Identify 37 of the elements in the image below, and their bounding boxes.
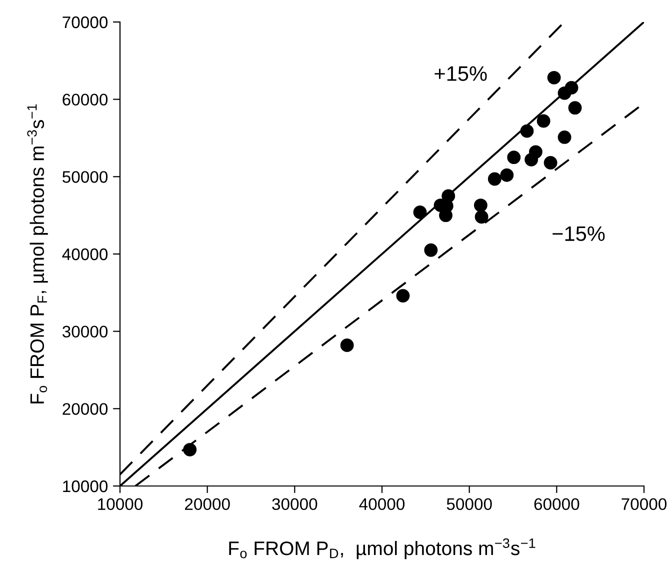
x-tick-label: 40000 — [359, 498, 405, 510]
point — [413, 206, 427, 219]
point — [564, 81, 578, 94]
x-tick-label: 60000 — [534, 498, 580, 510]
y-tick-label: 20000 — [62, 403, 108, 415]
point — [529, 145, 542, 159]
x-tick-label: 10000 — [98, 498, 143, 510]
y-tick-label: 10000 — [63, 480, 108, 492]
point — [507, 150, 521, 164]
point — [547, 70, 561, 84]
point — [500, 168, 514, 182]
point — [474, 198, 488, 212]
point — [520, 124, 534, 138]
y-tick-label: 30000 — [62, 326, 108, 338]
point — [544, 156, 558, 170]
point — [183, 442, 197, 456]
x-tick-label: 20000 — [185, 498, 230, 510]
y-axis-title: F$_{o}$ FROM P$_{F}$, µmol photons m$^{−3}$s$^{−1}$ — [27, 104, 48, 404]
point — [424, 243, 438, 257]
y-tick-label: 40000 — [62, 248, 108, 260]
point — [396, 289, 410, 302]
annotation: −15% — [552, 226, 605, 242]
x-tick-label: 30000 — [272, 498, 318, 510]
annotation: +15% — [434, 66, 487, 81]
y-tick-label: 60000 — [62, 94, 108, 106]
point — [340, 338, 354, 352]
point — [442, 189, 456, 203]
point — [474, 210, 488, 224]
point — [568, 101, 582, 115]
y-tick-label: 50000 — [62, 171, 108, 183]
point — [536, 114, 550, 128]
y-tick-label: 70000 — [62, 16, 108, 28]
point — [488, 172, 502, 186]
x-tick-label: 50000 — [446, 498, 492, 510]
x-tick-label: 70000 — [622, 498, 667, 510]
point — [558, 130, 572, 144]
x-axis-title: F$_{o}$ FROM P$_{D}$, µmol photons m$^{−3}$s$^{−1}$ — [229, 538, 536, 560]
